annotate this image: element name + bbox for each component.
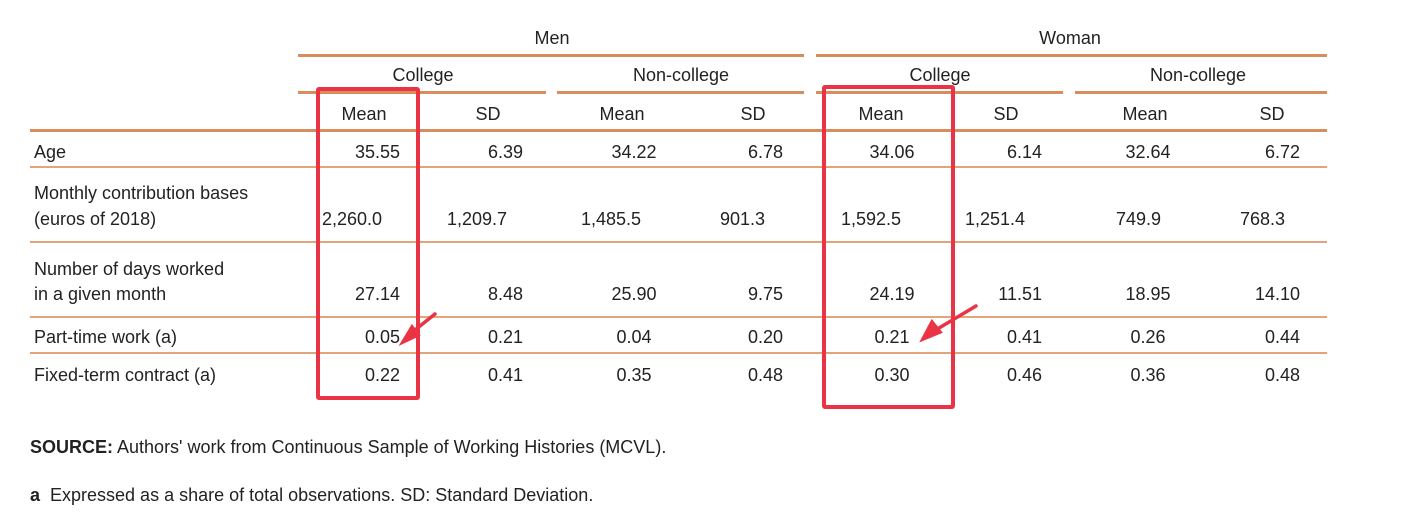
cell: 0.22	[364, 365, 400, 385]
cell: 11.51	[998, 284, 1042, 304]
highlight-box-men-college-mean	[316, 87, 420, 400]
cell: 0.36	[1130, 365, 1166, 385]
subgroup-woman-college: College	[909, 65, 971, 85]
header-bottom-rule	[30, 129, 1327, 132]
cell: 1,485.5	[581, 209, 642, 229]
source-label: SOURCE:	[30, 437, 114, 457]
cell: 0.20	[747, 327, 783, 347]
subgroup-men-noncollege: Non-college	[632, 65, 730, 85]
rule-men-college	[298, 91, 546, 94]
row-label-contribution-line1: Monthly contribution bases	[34, 183, 249, 203]
arrowhead-woman	[919, 318, 943, 343]
cell: 6.78	[747, 142, 783, 162]
cell: 9.75	[747, 284, 783, 304]
source-text: Authors' work from Continuous Sample of …	[113, 437, 667, 457]
cell: 6.72	[1264, 142, 1300, 162]
rule-men	[298, 54, 804, 57]
rule-men-noncollege	[557, 91, 804, 94]
rule-woman-college	[816, 91, 1063, 94]
row-rule	[30, 316, 1327, 318]
cell: 32.64	[1125, 142, 1171, 162]
row-rule	[30, 166, 1327, 168]
row-label-contribution-line2: (euros of 2018)	[34, 209, 157, 229]
cell: 0.41	[487, 365, 523, 385]
row-label-fixed-term: Fixed-term contract (a)	[34, 365, 217, 385]
source-note: SOURCE: Authors' work from Continuous Sa…	[30, 436, 666, 458]
highlight-box-woman-college-mean	[822, 85, 955, 409]
rule-woman-noncollege	[1075, 91, 1327, 94]
cell: 0.05	[364, 327, 400, 347]
col-header-mean: Mean	[858, 104, 904, 124]
cell: 0.21	[487, 327, 523, 347]
cell: 768.3	[1240, 209, 1286, 229]
col-header-mean: Mean	[599, 104, 645, 124]
cell: 24.19	[869, 284, 915, 304]
cell: 901.3	[720, 209, 766, 229]
row-rule	[30, 352, 1327, 354]
cell: 0.41	[1006, 327, 1042, 347]
footnote: a Expressed as a share of total observat…	[30, 484, 593, 506]
group-header-woman: Woman	[1039, 28, 1101, 48]
cell: 1,251.4	[965, 209, 1026, 229]
cell: 18.95	[1125, 284, 1171, 304]
cell: 6.39	[487, 142, 523, 162]
cell: 0.48	[747, 365, 783, 385]
col-header-mean: Mean	[341, 104, 387, 124]
cell: 0.21	[874, 327, 910, 347]
cell: 0.04	[616, 327, 652, 347]
subgroup-woman-noncollege: Non-college	[1149, 65, 1247, 85]
col-header-mean: Mean	[1122, 104, 1168, 124]
cell: 25.90	[611, 284, 657, 304]
cell: 34.22	[611, 142, 657, 162]
col-header-sd: SD	[475, 104, 501, 124]
cell: 35.55	[354, 142, 400, 162]
row-rule	[30, 241, 1327, 243]
row-label-days-line2: in a given month	[34, 284, 167, 304]
footnote-label: a	[30, 485, 41, 505]
row-label-days-line1: Number of days worked	[34, 259, 225, 279]
cell: 0.35	[616, 365, 652, 385]
cell: 749.9	[1116, 209, 1162, 229]
cell: 0.48	[1264, 365, 1300, 385]
row-label-age: Age	[34, 142, 67, 162]
cell: 34.06	[869, 142, 915, 162]
row-label-part-time: Part-time work (a)	[34, 327, 178, 347]
cell: 0.46	[1006, 365, 1042, 385]
cell: 0.30	[874, 365, 910, 385]
col-header-sd: SD	[993, 104, 1019, 124]
cell: 8.48	[487, 284, 523, 304]
col-header-sd: SD	[740, 104, 766, 124]
footnote-text: Expressed as a share of total observatio…	[40, 485, 594, 505]
cell: 27.14	[354, 284, 400, 304]
cell: 2,260.0	[322, 209, 383, 229]
cell: 0.26	[1130, 327, 1166, 347]
arrowhead-men	[398, 323, 421, 347]
rule-woman	[816, 54, 1327, 57]
arrow-line-woman	[932, 304, 978, 333]
cell: 1,209.7	[447, 209, 508, 229]
group-header-men: Men	[534, 28, 570, 48]
cell: 6.14	[1006, 142, 1042, 162]
cell: 0.44	[1264, 327, 1300, 347]
subgroup-men-college: College	[392, 65, 454, 85]
cell: 1,592.5	[841, 209, 902, 229]
col-header-sd: SD	[1259, 104, 1285, 124]
cell: 14.10	[1254, 284, 1300, 304]
